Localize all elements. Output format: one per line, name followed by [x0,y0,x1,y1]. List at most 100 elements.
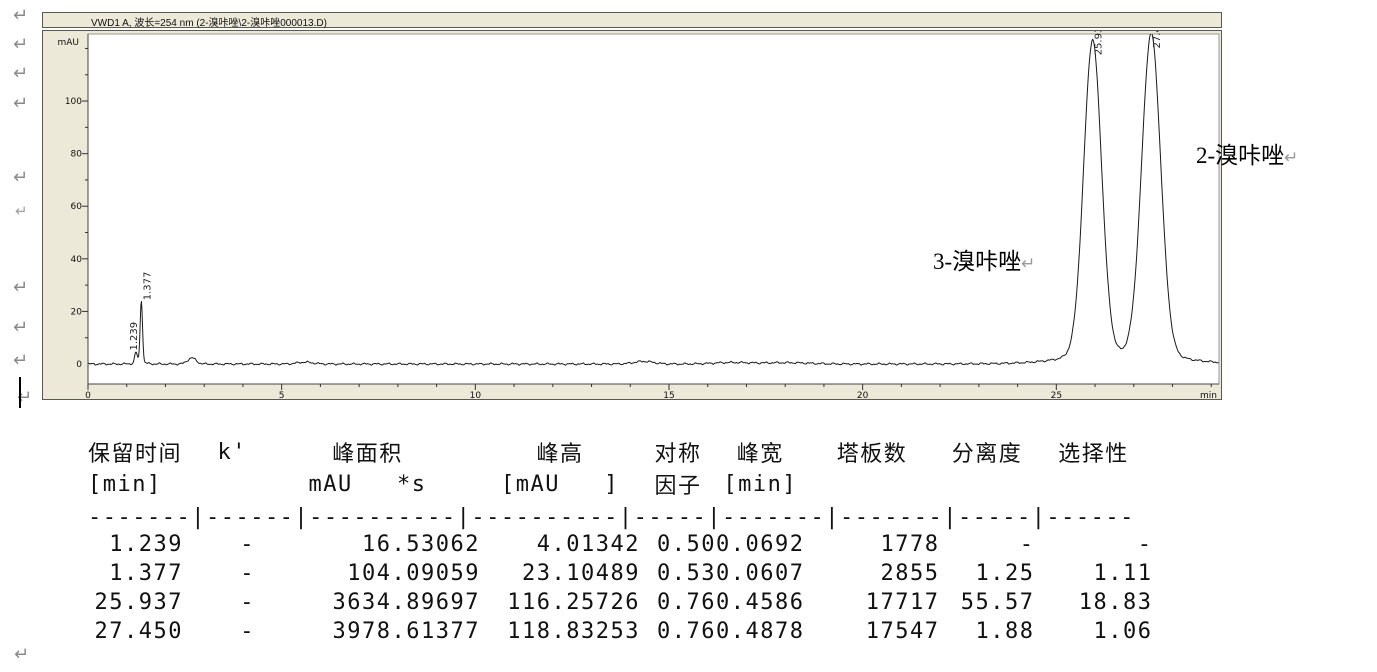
y-axis-title: mAU [57,38,79,48]
annotation-text: 2-溴咔唑 [1196,143,1285,168]
peak-annotation-3-bromocarbazole: 3-溴咔唑↵ [933,242,1035,276]
table-cell: - [1137,532,1153,557]
x-tick-label: 15 [663,391,674,399]
results-table: 保留时间 k' 峰面积 峰高 对称 峰宽 塔板数 分离度 选择性 [min] m… [88,436,1152,646]
paragraph-return-mark: ↵ [13,5,29,26]
unit-factor: 因子 [654,474,702,499]
paragraph-return-mark: ↵ [13,93,29,114]
integration-results: 保留时间 k' 峰面积 峰高 对称 峰宽 塔板数 分离度 选择性 [min] m… [88,436,1152,646]
table-cell: 116.25726 [507,590,640,615]
table-cell: 1.06 [1093,619,1153,644]
table-cell: 104.09059 [347,561,480,586]
table-cell: 2855 [880,561,940,586]
x-tick-label: 0 [85,391,91,399]
table-cell: 25.937 [94,590,183,615]
paragraph-return-mark: ↵ [15,202,28,220]
col-header-resolution: 分离度 [951,442,1023,467]
x-tick-label: 25 [1051,391,1062,399]
paragraph-return-mark: ↵ [13,63,29,84]
unit-blank [183,468,255,500]
x-tick-label: 20 [857,391,869,399]
table-cell: 4.01342 [536,532,640,557]
table-cell: 0.4586 [716,590,805,615]
table-cell: - [1019,532,1035,557]
annotation-text: 3-溴咔唑 [933,249,1022,274]
unit-blank [804,468,939,500]
trace-path [88,34,1219,366]
col-header-symmetry: 对称 [654,442,702,467]
table-cell: - [240,619,255,644]
col-header-width: 峰宽 [736,442,784,467]
table-cell: 1.239 [109,532,183,557]
col-header-retention-time: 保留时间 [88,442,183,467]
y-tick-label: 100 [65,97,82,107]
table-row: 1.377 - 104.09059 23.10489 0.53 0.0607 2855 1.2… [88,559,1152,588]
unit-width-min: [min] [723,471,798,497]
paragraph-return-mark: ↵ [13,167,29,188]
unit-min: [min] [88,471,162,497]
unit-mau-s: mAU *s [308,471,427,497]
peak-annotation-2-bromocarbazole: 2-溴咔唑↵ [1196,136,1298,170]
table-cell: 1.377 [109,561,183,586]
table-cell: 55.57 [960,590,1035,615]
results-rows: 1.239-16.53062 4.01342 0.50 0.0692 1778- -1.3… [88,530,1152,646]
header-row-2: [min] mAU *s [mAU ] 因子 [min] [88,468,1152,500]
table-cell: 1.11 [1093,561,1153,586]
peak-label: 1.239 [129,322,140,351]
table-cell: 16.53062 [362,532,480,557]
y-tick-label: 60 [71,202,83,212]
paragraph-return-mark: ↵ [13,350,29,371]
table-cell: 3634.89697 [332,590,480,615]
paragraph-return-mark: ↵ [14,644,30,665]
table-cell: 0.53 [657,561,716,586]
table-cell: 0.76 [657,590,716,615]
paragraph-return-mark: ↵ [13,34,29,55]
x-tick-label: 10 [470,391,482,399]
peak-label: 27.450 [1152,31,1163,49]
chromatogram-title-bar: VWD1 A, 波长=254 nm (2-溴咔唑\2-溴咔唑000013.D) [42,12,1222,29]
table-cell: 0.4878 [716,619,805,644]
table-row: 1.239 - 16.53062 4.01342 0.50 0.0692 1778 - - [88,530,1152,559]
y-tick-label: 0 [76,360,82,370]
table-cell: 17547 [865,619,940,644]
plot-area [87,33,1220,385]
table-cell: 1.88 [975,619,1035,644]
chromatogram-plot: 0 20 40 60 80 100 mAU 0 5 10 15 20 25 min 1.239 1.377 25… [57,14,1220,401]
paragraph-return-mark: ↵ [13,317,29,338]
table-cell: - [240,590,255,615]
unit-mau: [mAU ] [501,471,619,497]
table-cell: - [240,532,255,557]
x-axis-unit: min [1200,391,1217,399]
unit-blank [939,468,1034,500]
peak-label: 1.377 [142,272,153,301]
table-cell: 23.10489 [522,561,640,586]
paragraph-return-mark: ↵ [1284,148,1299,168]
col-header-area: 峰面积 [332,442,403,467]
table-cell: 0.0607 [716,561,805,586]
y-tick-label: 20 [71,307,83,317]
chromatogram-title: VWD1 A, 波长=254 nm (2-溴咔唑\2-溴咔唑000013.D) [91,18,327,29]
table-row: 27.450 - 3978.61377 118.83253 0.76 0.4878 1754… [88,617,1152,646]
table-cell: 1.25 [975,561,1035,586]
table-cell: - [240,561,255,586]
col-header-k-prime: k' [217,439,247,465]
text-cursor[interactable] [19,377,21,408]
x-tick-label: 5 [279,391,285,399]
peak-label: 25.937 [1094,31,1105,55]
col-header-height: 峰高 [536,442,584,467]
table-cell: 1778 [880,532,940,557]
separator-line: -------|------|----------|----------|---… [88,505,1135,530]
table-cell: 17717 [865,590,940,615]
col-header-plates: 塔板数 [836,442,908,467]
y-tick-label: 80 [71,150,83,160]
paragraph-return-mark: ↵ [13,277,29,298]
chromatogram-chart: 0 20 40 60 80 100 mAU 0 5 10 15 20 25 min 1.239 1.377 25… [42,14,1222,401]
table-cell: 0.76 [657,619,716,644]
y-tick-label: 40 [71,255,83,265]
unit-blank [1034,468,1152,500]
col-header-selectivity: 选择性 [1058,442,1129,467]
table-cell: 0.50 [657,532,716,557]
table-cell: 18.83 [1078,590,1153,615]
table-cell: 0.0692 [716,532,805,557]
